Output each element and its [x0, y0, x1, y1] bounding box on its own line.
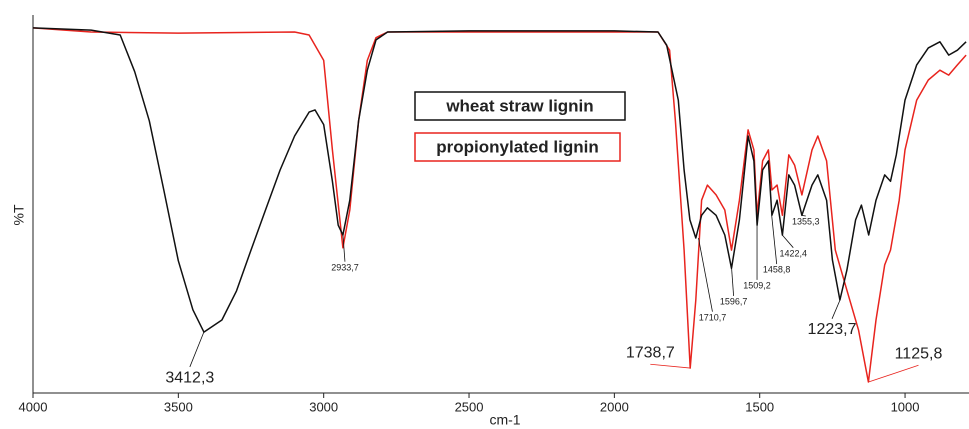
annotation-label: 1458,8 — [763, 265, 791, 275]
annotation-leader — [771, 215, 778, 265]
annotation-label: 1710,7 — [699, 312, 727, 322]
annotation-leader — [868, 364, 919, 383]
x-tick-label: 1000 — [891, 399, 920, 414]
legend-box — [414, 132, 621, 162]
x-axis-label: cm-1 — [489, 412, 520, 428]
annotation-label: 2933,7 — [331, 262, 359, 272]
annotation-label: 3412,3 — [165, 369, 214, 386]
legend-box — [414, 91, 626, 121]
x-tick-label: 4000 — [19, 399, 48, 414]
annotation-label: 1738,7 — [626, 344, 675, 361]
annotation-leader — [189, 331, 205, 368]
legend-label: wheat straw lignin — [445, 96, 593, 115]
y-axis-label: %T — [11, 204, 27, 225]
annotation-label: 1422,4 — [779, 248, 807, 258]
annotation-leader — [831, 299, 841, 319]
annotation-leader — [781, 234, 794, 248]
x-tick-label: 3500 — [164, 399, 193, 414]
x-tick-label: 2000 — [600, 399, 629, 414]
legend-label: propionylated lignin — [436, 137, 598, 156]
x-tick-label: 3000 — [309, 399, 338, 414]
x-tick-label: 1500 — [745, 399, 774, 414]
annotation-label: 1125,8 — [895, 345, 943, 362]
annotation-leader — [731, 268, 734, 296]
annotation-label: 1596,7 — [720, 297, 748, 307]
annotation-leader — [342, 234, 346, 262]
annotation-label: 1509,2 — [743, 281, 771, 291]
annotation-label: 1223,7 — [808, 321, 857, 338]
annotation-leader — [650, 363, 691, 369]
annotation-label: 1355,3 — [792, 217, 820, 227]
annotation-leader — [801, 214, 806, 217]
x-tick-label: 2500 — [455, 399, 484, 414]
annotation-leader — [698, 237, 713, 312]
spectrum-line — [32, 27, 967, 333]
